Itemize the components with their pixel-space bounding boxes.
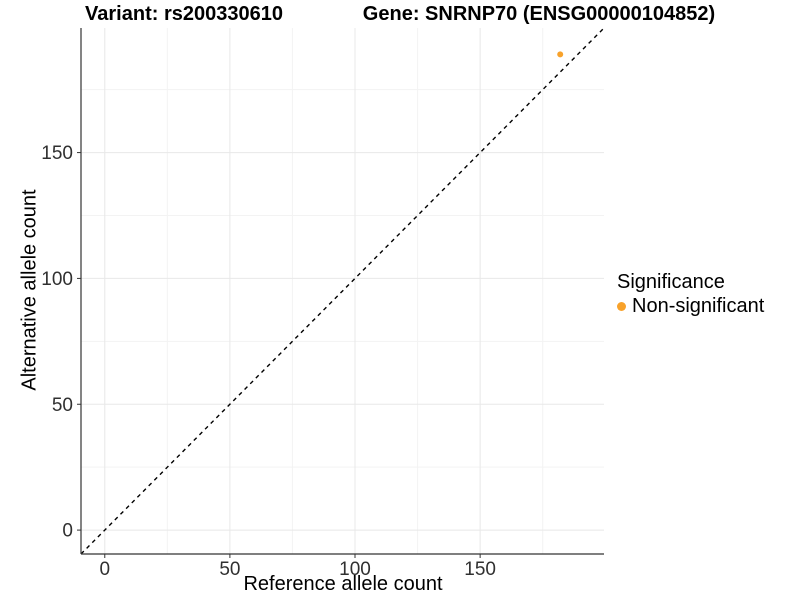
legend-key-dot-icon <box>617 302 626 311</box>
y-tick-label: 100 <box>41 269 73 290</box>
y-tick-label: 150 <box>41 143 73 164</box>
x-tick-label: 150 <box>464 559 496 580</box>
y-tick-label: 50 <box>52 395 73 416</box>
legend-item-label: Non-significant <box>632 295 765 317</box>
x-axis-title: Reference allele count <box>243 573 443 595</box>
x-tick-label: 100 <box>339 559 371 580</box>
x-tick-label: 0 <box>99 559 110 580</box>
x-tick-label: 50 <box>219 559 240 580</box>
plot-title-variant: Variant: rs200330610 <box>85 3 283 25</box>
y-axis-title: Alternative allele count <box>18 189 41 391</box>
y-tick-label: 0 <box>62 521 73 542</box>
legend-title: Significance <box>617 271 725 293</box>
legend: Significance Non-significant <box>617 271 764 318</box>
data-point[interactable] <box>557 51 564 58</box>
identity-reference-line <box>80 27 605 555</box>
legend-item: Non-significant <box>617 295 764 318</box>
plot-title-gene: Gene: SNRNP70 (ENSG00000104852) <box>362 3 716 25</box>
